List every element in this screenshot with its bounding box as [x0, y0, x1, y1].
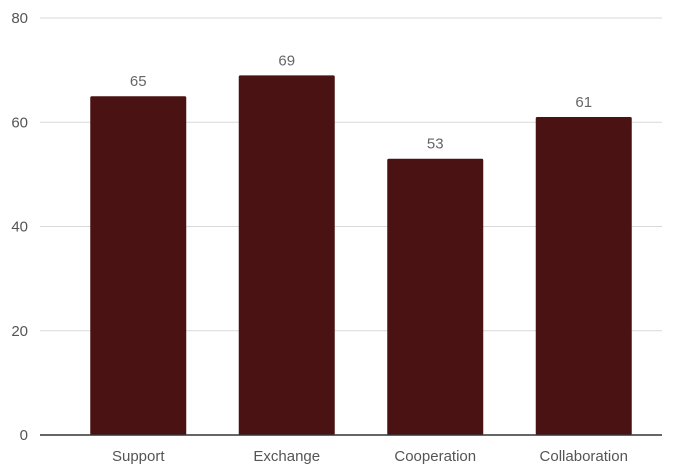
data-label-cooperation: 53 — [427, 136, 444, 153]
y-tick-label: 0 — [20, 427, 28, 444]
bar-cooperation — [387, 158, 484, 436]
data-label-exchange: 69 — [278, 52, 295, 69]
bars — [90, 75, 632, 436]
y-tick-label: 40 — [11, 219, 28, 236]
data-labels: 65 69 53 61 — [130, 52, 592, 152]
category-label-exchange: Exchange — [253, 448, 320, 465]
category-label-support: Support — [112, 448, 165, 465]
bar-support — [90, 96, 187, 435]
y-axis-ticks: 0 20 40 60 80 — [11, 10, 28, 444]
y-tick-label: 60 — [11, 114, 28, 131]
category-label-cooperation: Cooperation — [394, 448, 476, 465]
bar-exchange — [238, 75, 335, 436]
data-label-support: 65 — [130, 73, 147, 90]
category-label-collaboration: Collaboration — [540, 448, 628, 465]
x-axis-categories: Support Exchange Cooperation Collaboration — [112, 448, 628, 465]
bar-collaboration — [535, 117, 632, 435]
y-tick-label: 80 — [11, 10, 28, 27]
y-tick-label: 20 — [11, 323, 28, 340]
data-label-collaboration: 61 — [575, 94, 592, 111]
